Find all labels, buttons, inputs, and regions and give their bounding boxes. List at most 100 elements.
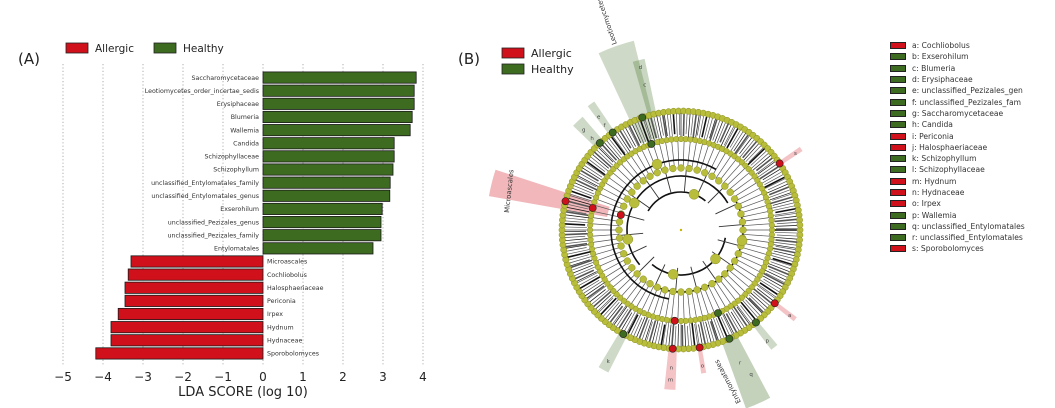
leaf-branch — [594, 294, 612, 311]
panel-b-label: (B) — [458, 50, 480, 68]
leaf-branch — [756, 284, 777, 300]
key-item-c: c: Blumeria — [890, 63, 1025, 74]
leaf-branch — [563, 214, 590, 219]
tree-node — [685, 164, 693, 173]
leaf-branch — [649, 115, 658, 139]
leaf-branch — [720, 123, 733, 147]
leaf-branch — [585, 285, 605, 301]
leaf-branch — [605, 139, 622, 158]
branch — [703, 146, 716, 173]
leaf-branch — [581, 280, 603, 295]
leaf-branch — [563, 235, 586, 239]
key-item-n: n: Hydnaceae — [890, 187, 1025, 198]
leaf-branch — [755, 282, 778, 299]
leaf-branch — [716, 315, 729, 339]
leaf-branch — [771, 255, 795, 263]
leaf-branch — [653, 115, 660, 141]
bar-label: Exserohilum — [220, 206, 259, 213]
branch — [742, 233, 771, 237]
leaf-branch — [590, 289, 609, 306]
key-item-m: m: Hydnum — [890, 176, 1025, 187]
key-item-j: j: Halosphaeriaceae — [890, 142, 1025, 153]
x-tick-label: 0 — [259, 370, 267, 384]
x-tick-label: −3 — [134, 370, 152, 384]
branch — [695, 142, 704, 170]
key-item-s: s: Sporobolomyces — [890, 243, 1025, 254]
clade-highlight-o — [697, 348, 707, 374]
leaf-branch — [720, 317, 731, 338]
leaf-branch — [729, 128, 742, 148]
tree-node — [708, 280, 716, 288]
leaf-branch — [762, 272, 786, 286]
clade-highlight-entylomatales — [722, 335, 771, 408]
leaf-branch — [699, 321, 707, 346]
bar-Microascales — [130, 255, 264, 268]
panel-a-lda-bar-chart: (A) Allergic Healthy Saccharomycetaceae Le… — [18, 42, 427, 400]
leaf-branch — [740, 305, 755, 323]
leaf-branch — [669, 112, 673, 137]
leaf-branch — [573, 181, 594, 192]
bar-label: Blumeria — [231, 114, 259, 121]
branch — [592, 242, 621, 250]
leaf-branch — [566, 254, 590, 261]
leaf-branch — [627, 124, 640, 149]
leaf-branch — [764, 173, 785, 185]
tree-node — [738, 218, 747, 226]
key-label: l: Schizophyllaceae — [912, 165, 985, 175]
bar-Entylomatales — [262, 242, 374, 255]
legend-label-b-allergic: Allergic — [531, 47, 572, 60]
branch — [711, 283, 727, 309]
branch — [682, 140, 685, 169]
branch — [728, 171, 751, 191]
branch — [598, 193, 625, 206]
leaf-branch — [769, 191, 793, 201]
clade-letter-q: q — [749, 372, 753, 378]
leaf-branch — [565, 249, 590, 255]
branch — [717, 239, 742, 247]
legend-swatch-b-allergic — [501, 47, 525, 59]
bar-label: Periconia — [267, 298, 296, 305]
legend-swatch-allergic — [65, 42, 89, 54]
leaf-branch — [618, 128, 632, 149]
leaf-branch — [577, 275, 598, 287]
branch — [607, 266, 632, 284]
branch — [625, 278, 644, 302]
key-label: d: Erysiphaceae — [912, 75, 973, 85]
tree-node — [726, 264, 734, 272]
bar-Schizophyllaceae — [262, 150, 395, 163]
tree-node — [710, 253, 721, 265]
leaf-branch — [730, 130, 745, 152]
leaf-branch — [740, 301, 758, 322]
x-tick-label: 4 — [419, 370, 427, 384]
legend-swatch-b-healthy — [501, 63, 525, 75]
tree-node — [620, 250, 628, 258]
clade-letter-p: p — [765, 338, 769, 344]
leaf-branch — [772, 193, 794, 201]
branch — [620, 162, 640, 185]
tree-node — [661, 166, 669, 174]
branch — [742, 223, 771, 227]
bar-label: Saccharomycetaceae — [191, 75, 259, 82]
leaf-branch — [703, 115, 711, 141]
bar-label: Leotiomycetes_order_incertae_sedis — [145, 88, 259, 95]
bar-label: Candida — [233, 140, 259, 147]
key-swatch — [890, 166, 906, 174]
branch — [699, 144, 710, 172]
branch — [737, 254, 764, 267]
x-axis-label: LDA SCORE (log 10) — [178, 385, 308, 400]
branch — [635, 283, 651, 309]
leaf-branch — [583, 281, 606, 298]
bar-unclassified_Entylomatales_family — [262, 176, 391, 189]
leaf-branch — [670, 322, 675, 348]
tree-node — [701, 283, 709, 291]
bar-Hydnaceae — [110, 334, 264, 347]
clade-letter-g: g — [582, 127, 586, 133]
leaf-branch — [629, 313, 642, 337]
leaf-branch — [563, 217, 587, 221]
leaf-branch — [588, 289, 606, 304]
leaf-branch — [573, 269, 595, 281]
leaf-branch — [764, 269, 788, 282]
bar-label: Sporobolomyces — [267, 351, 319, 358]
x-tick-label: 3 — [379, 370, 387, 384]
x-tick-label: −2 — [174, 370, 192, 384]
